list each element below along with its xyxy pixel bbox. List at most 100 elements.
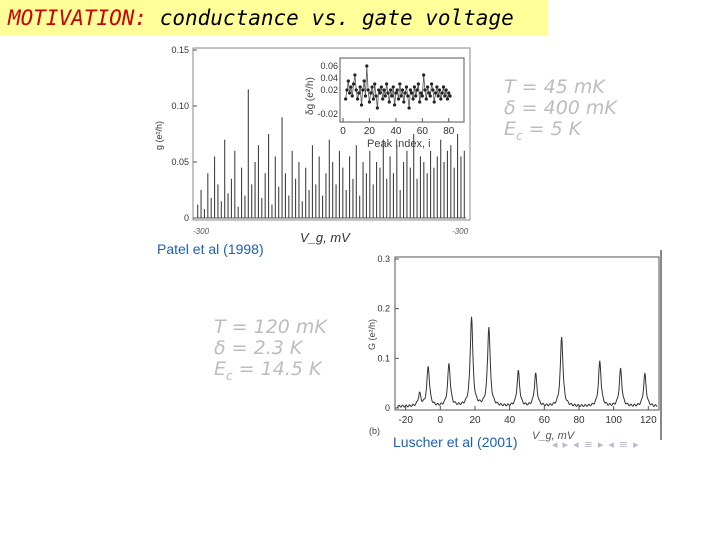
patel-charging-energy: Ec = 5 K [504, 119, 617, 147]
inset-point [437, 88, 442, 92]
inset-point [374, 94, 378, 98]
inset-point [419, 91, 423, 95]
inset-point [351, 82, 356, 86]
nav-section-icon[interactable]: ≡ [583, 438, 593, 451]
inset-point [355, 97, 360, 101]
patel-y-ticks: 0 0.05 0.10 0.15 [171, 45, 197, 223]
inset-point [412, 85, 416, 89]
inset-y-tick-label: -0.02 [317, 109, 338, 119]
inset-y-tick-label: 0.06 [320, 61, 338, 71]
inset-point [346, 79, 350, 83]
inset-point [375, 106, 379, 110]
inset-point [408, 88, 413, 92]
inset-point [411, 97, 415, 101]
inset-point [416, 82, 420, 86]
luscher-plot-frame [394, 256, 660, 411]
inset-point [428, 94, 432, 98]
inset-point [406, 94, 410, 98]
inset-point [349, 85, 353, 89]
luscher-parameters: T = 120 mK δ = 2.3 K Ec = 14.5 K [214, 317, 327, 387]
inset-point [410, 91, 414, 95]
title-keyword: MOTIVATION: [8, 6, 148, 30]
patel-y-tick-label: 0 [184, 213, 189, 223]
slide-title: MOTIVATION: conductance vs. gate voltage [0, 0, 548, 36]
luscher-chart: 0 0.1 0.2 0.3 -20 0 20 40 60 80 100 120 G (e²/h) (… [367, 250, 662, 442]
inset-point [429, 82, 434, 86]
inset-point [348, 91, 352, 95]
patel-ec-symbol: E [504, 118, 517, 140]
inset-point [448, 94, 452, 98]
luscher-panel-label: (b) [369, 426, 380, 436]
luscher-ec-symbol: E [214, 358, 227, 380]
patel-parameters: T = 45 mK δ = 400 mK Ec = 5 K [504, 77, 617, 147]
patel-ec-subscript: c [516, 128, 523, 143]
inset-point [423, 88, 427, 92]
inset-point [394, 91, 398, 95]
inset-point [414, 94, 418, 98]
nav-next-icon[interactable]: ▸ [562, 438, 569, 451]
patel-y-tick-label: 0.05 [171, 157, 189, 167]
nav-section-next-icon[interactable]: ▸ [597, 438, 604, 451]
luscher-y-tick-label: 0 [385, 403, 390, 413]
luscher-y-axis-label: G (e²/h) [367, 319, 377, 350]
inset-x-tick-label: 0 [340, 126, 346, 137]
inset-point [415, 88, 419, 92]
inset-point [353, 73, 357, 77]
inset-point [436, 94, 440, 98]
inset-y-axis-label: δg (e²/h) [305, 77, 316, 115]
luscher-y-tick-label: 0.3 [377, 254, 390, 264]
luscher-level-spacing: δ = 2.3 K [214, 337, 303, 359]
luscher-x-tick-label: 0 [438, 415, 444, 426]
luscher-x-tick-label: 20 [469, 415, 481, 426]
inset-x-ticks: 0 20 40 60 80 [340, 118, 455, 137]
inset-point [344, 97, 348, 101]
patel-temperature: T = 45 mK [504, 76, 605, 98]
inset-y-ticks: -0.02 0.02 0.04 0.06 [317, 61, 338, 119]
inset-point [345, 88, 349, 92]
inset-point [354, 88, 358, 92]
luscher-x-ticks: -20 0 20 40 60 80 100 120 [398, 406, 657, 426]
luscher-x-axis-label: V_g, mV [532, 430, 576, 442]
inset-point [385, 82, 389, 86]
luscher-x-tick-label: -20 [398, 415, 413, 426]
inset-point [361, 88, 365, 92]
inset-point [365, 64, 369, 68]
patel-x-axis-label: V_g, mV [300, 230, 351, 245]
nav-frame-icon[interactable]: ≡ [618, 438, 629, 451]
inset-point [392, 103, 397, 107]
inset-point [424, 97, 428, 101]
inset-point [404, 85, 409, 89]
inset-point [439, 97, 443, 101]
patel-credit: Patel et al (1998) [157, 241, 264, 257]
inset-point [435, 85, 439, 89]
inset-point [378, 91, 382, 95]
nav-prev-icon[interactable]: ◂ [552, 438, 558, 451]
luscher-charging-energy: Ec = 14.5 K [214, 359, 327, 387]
inset-point [395, 88, 399, 92]
inset-point [377, 88, 381, 92]
inset-point [443, 94, 447, 98]
inset-point [382, 88, 386, 92]
inset-point [444, 88, 448, 92]
inset-point [447, 91, 451, 95]
luscher-y-ticks: 0 0.1 0.2 0.3 [377, 254, 399, 413]
nav-section-prev-icon[interactable]: ◂ [573, 438, 579, 451]
inset-point [362, 79, 366, 83]
inset-y-tick-label: 0.02 [320, 85, 338, 95]
patel-ec-value: = 5 K [528, 118, 582, 140]
nav-frame-next-icon[interactable]: ▸ [633, 438, 639, 451]
inset-point [350, 94, 354, 98]
inset-point [445, 97, 450, 101]
inset-point [359, 103, 364, 107]
inset-point [433, 91, 438, 95]
inset-point [422, 73, 426, 77]
inset-x-tick-label: 40 [390, 126, 402, 137]
inset-point [373, 82, 377, 86]
inset-point [398, 82, 402, 86]
inset-point [390, 94, 394, 98]
inset-point [363, 94, 368, 98]
nav-frame-prev-icon[interactable]: ◂ [608, 438, 614, 451]
inset-y-tick-label: 0.04 [320, 73, 338, 83]
inset-x-tick-label: 60 [417, 126, 429, 137]
